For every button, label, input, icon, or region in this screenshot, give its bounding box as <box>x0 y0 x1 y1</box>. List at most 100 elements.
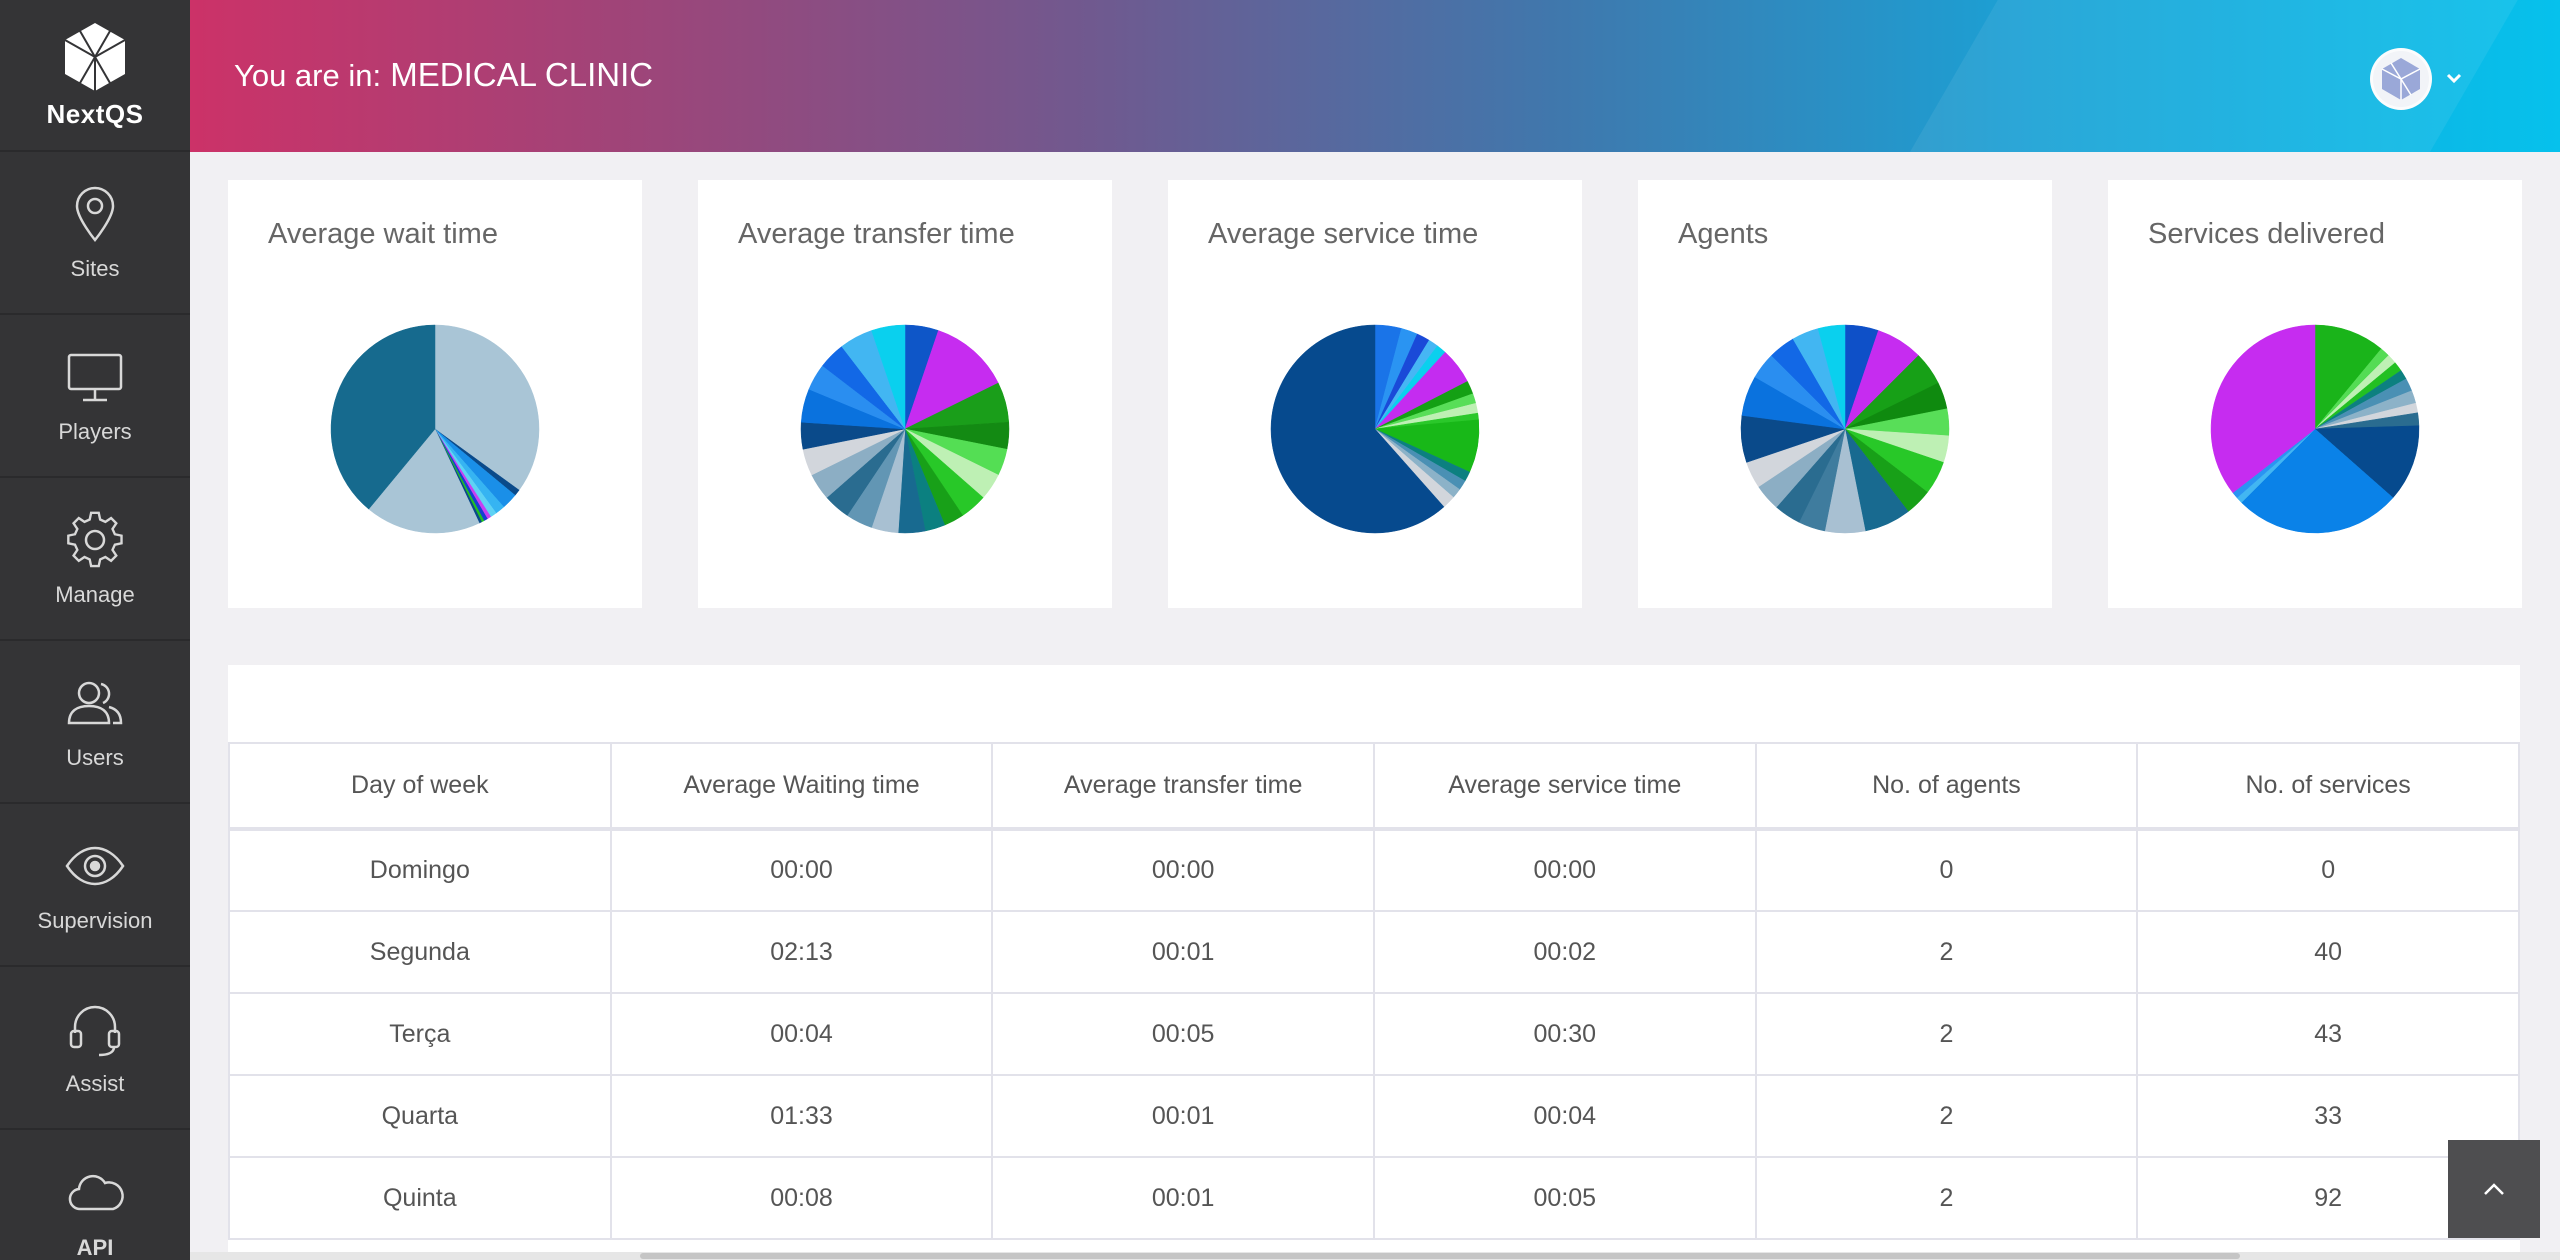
horizontal-scrollbar[interactable] <box>190 1252 2560 1260</box>
pie-slice-20 <box>871 324 906 430</box>
scrollbar-thumb[interactable] <box>640 1253 2240 1259</box>
sidebar-item-users[interactable]: Users <box>0 641 190 804</box>
table-cell: 2 <box>1754 1156 2139 1240</box>
table-cell: 01:33 <box>609 1074 994 1158</box>
table-cell: 00:05 <box>991 992 1375 1076</box>
card-services-delivered: Services delivered <box>2108 180 2522 608</box>
table-cell: 0 <box>1754 828 2139 912</box>
table-row: Quarta 01:33 00:01 00:04 2 33 <box>228 1074 2520 1158</box>
user-avatar-icon <box>2381 58 2421 100</box>
pie-chart-services-delivered <box>2210 324 2420 534</box>
table-row: Domingo 00:00 00:00 00:00 0 0 <box>228 828 2520 912</box>
location-name: MEDICAL CLINIC <box>390 56 654 93</box>
sidebar-item-label: Manage <box>55 581 135 607</box>
eye-icon <box>65 846 125 885</box>
chevron-up-icon <box>2484 1183 2504 1195</box>
column-header-transfer-time[interactable]: Average transfer time <box>991 742 1375 831</box>
table-cell: 00:08 <box>609 1156 994 1240</box>
table-cell: 00:30 <box>1372 992 1757 1076</box>
sidebar-item-label: Assist <box>65 1070 125 1096</box>
card-title: Average transfer time <box>738 218 1015 250</box>
header: You are in: MEDICAL CLINIC <box>190 0 2560 152</box>
sidebar-item-players[interactable]: Players <box>0 315 190 478</box>
sidebar-item-api[interactable]: API <box>0 1130 190 1260</box>
sidebar-item-label: API <box>76 1234 114 1260</box>
column-header-service-time[interactable]: Average service time <box>1372 742 1757 831</box>
pie-chart-agents <box>1740 324 1950 534</box>
sidebar-item-assist[interactable]: Assist <box>0 967 190 1130</box>
pie-chart-service-time <box>1270 324 1480 534</box>
column-header-waiting-time[interactable]: Average Waiting time <box>609 742 994 831</box>
headset-icon <box>69 1005 121 1056</box>
sidebar-item-label: Users <box>66 744 124 770</box>
table-cell: 2 <box>1754 1074 2139 1158</box>
table-cell: 40 <box>2136 910 2520 994</box>
pie-chart-transfer-time <box>800 324 1010 534</box>
table-cell: 00:01 <box>991 910 1375 994</box>
table-cell: Quarta <box>228 1074 612 1158</box>
gear-icon <box>67 511 123 567</box>
table-cell: 2 <box>1754 992 2139 1076</box>
column-header-agents[interactable]: No. of agents <box>1754 742 2139 831</box>
page-title: You are in: MEDICAL CLINIC <box>234 56 653 94</box>
location-prefix: You are in: <box>234 58 382 93</box>
card-average-wait-time: Average wait time <box>228 180 642 608</box>
pie-slice-9 <box>2314 425 2420 499</box>
pie-slice-19 <box>1817 324 1846 430</box>
card-agents: Agents <box>1638 180 2052 608</box>
pie-slice-10 <box>330 324 436 510</box>
cloud-icon <box>68 1174 124 1210</box>
pie-slice-0 <box>434 324 540 491</box>
avatar[interactable] <box>2370 48 2432 110</box>
table-cell: 0 <box>2136 828 2520 912</box>
card-title: Services delivered <box>2148 218 2385 250</box>
table-cell: 00:00 <box>609 828 994 912</box>
table-cell: Terça <box>228 992 612 1076</box>
monitor-icon <box>67 353 123 401</box>
card-average-service-time: Average service time <box>1168 180 1582 608</box>
sidebar: NextQS Sites Players Manage Users <box>0 0 190 1260</box>
pie-slice-0 <box>2314 324 2382 430</box>
table-cell: 00:01 <box>991 1074 1375 1158</box>
pie-chart-wait-time <box>330 324 540 534</box>
sidebar-item-label: Sites <box>70 255 120 281</box>
table-cell: 00:00 <box>1372 828 1757 912</box>
pie-slice-1 <box>904 330 999 430</box>
pie-slice-10 <box>2241 428 2394 534</box>
table-row: Quinta 00:08 00:01 00:05 2 92 <box>228 1156 2520 1240</box>
pie-slice-9 <box>368 428 480 534</box>
table-cell: 43 <box>2136 992 2520 1076</box>
sidebar-item-manage[interactable]: Manage <box>0 478 190 641</box>
table-row: Terça 00:04 00:05 00:30 2 43 <box>228 992 2520 1076</box>
table-cell: Quinta <box>228 1156 612 1240</box>
card-title: Agents <box>1678 218 1769 250</box>
table-cell: Segunda <box>228 910 612 994</box>
table-cell: 00:01 <box>991 1156 1375 1240</box>
table-cell: 00:02 <box>1372 910 1757 994</box>
table-row: Segunda 02:13 00:01 00:02 2 40 <box>228 910 2520 994</box>
table-cell: 02:13 <box>609 910 994 994</box>
column-header-day[interactable]: Day of week <box>228 742 612 831</box>
column-header-services[interactable]: No. of services <box>2136 742 2520 831</box>
logo[interactable]: NextQS <box>0 0 190 152</box>
map-pin-icon <box>75 186 115 242</box>
table-cell: 2 <box>1754 910 2139 994</box>
card-average-transfer-time: Average transfer time <box>698 180 1112 608</box>
scroll-to-top-button[interactable] <box>2448 1140 2540 1238</box>
nextqs-logo-icon <box>64 22 126 91</box>
table-cell: 00:04 <box>609 992 994 1076</box>
table-cell: Domingo <box>228 828 612 912</box>
table-cell: 00:04 <box>1372 1074 1757 1158</box>
table-cell: 00:05 <box>1372 1156 1757 1240</box>
card-title: Average wait time <box>268 218 498 250</box>
sidebar-item-supervision[interactable]: Supervision <box>0 804 190 967</box>
sidebar-item-label: Players <box>58 418 132 444</box>
table-header-row: Day of week Average Waiting time Average… <box>228 742 2520 831</box>
sidebar-item-sites[interactable]: Sites <box>0 152 190 315</box>
table-cell: 00:00 <box>991 828 1375 912</box>
users-icon <box>67 681 123 724</box>
stats-table: Day of week Average Waiting time Average… <box>228 742 2520 1240</box>
pie-slice-13 <box>2210 324 2316 494</box>
chevron-down-icon[interactable] <box>2442 66 2466 90</box>
sidebar-item-label: Supervision <box>37 907 153 933</box>
